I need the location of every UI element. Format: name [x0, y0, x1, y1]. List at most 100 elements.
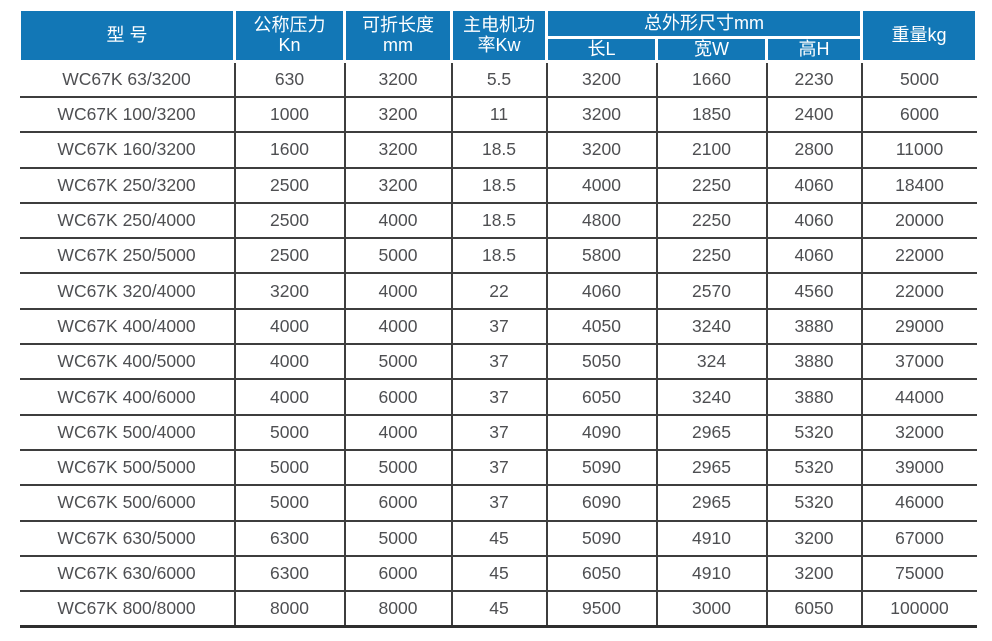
cell-dim_l: 9500: [545, 591, 658, 629]
cell-pressure_kn: 6300: [233, 520, 346, 557]
cell-model: WC67K 630/5000: [19, 520, 236, 557]
cell-length_mm: 3200: [343, 96, 453, 134]
cell-weight_kg: 39000: [860, 449, 977, 487]
cell-pressure_kn: 3200: [233, 273, 346, 310]
cell-motor_kw: 45: [450, 591, 548, 629]
cell-motor_kw: 11: [450, 96, 548, 134]
cell-dim_w: 2965: [655, 449, 768, 487]
cell-dim_h: 3880: [765, 379, 863, 416]
col-header-model: 型 号: [18, 8, 236, 63]
cell-model: WC67K 250/4000: [19, 202, 236, 240]
table-row: WC67K 630/5000 6300 5000 45 5090 4910 3200 6700…: [19, 520, 977, 557]
cell-weight_kg: 6000: [860, 96, 977, 134]
cell-length_mm: 4000: [343, 273, 453, 310]
cell-pressure_kn: 2500: [233, 167, 346, 204]
cell-motor_kw: 5.5: [450, 61, 548, 98]
cell-dim_w: 3240: [655, 379, 768, 416]
cell-length_mm: 4000: [343, 202, 453, 240]
cell-length_mm: 4000: [343, 308, 453, 346]
cell-motor_kw: 18.5: [450, 132, 548, 169]
cell-dim_l: 4000: [545, 167, 658, 204]
cell-dim_w: 3240: [655, 308, 768, 346]
cell-dim_l: 5090: [545, 449, 658, 487]
cell-dim_h: 2800: [765, 132, 863, 169]
col-header-dim-width: 宽W: [655, 36, 768, 63]
cell-dim_l: 4800: [545, 202, 658, 240]
cell-dim_l: 3200: [545, 61, 658, 98]
cell-weight_kg: 32000: [860, 414, 977, 451]
cell-motor_kw: 37: [450, 449, 548, 487]
cell-dim_w: 2965: [655, 485, 768, 522]
cell-dim_w: 4910: [655, 555, 768, 593]
cell-weight_kg: 37000: [860, 344, 977, 381]
cell-dim_w: 2100: [655, 132, 768, 169]
cell-weight_kg: 46000: [860, 485, 977, 522]
cell-dim_h: 4060: [765, 202, 863, 240]
cell-weight_kg: 22000: [860, 273, 977, 310]
cell-dim_h: 3200: [765, 520, 863, 557]
table-row: WC67K 400/4000 4000 4000 37 4050 3240 3880 2900…: [19, 308, 977, 346]
col-header-weight: 重量kg: [860, 8, 978, 63]
table-row: WC67K 63/3200 630 3200 5.5 3200 1660 2230 5000: [19, 61, 977, 98]
cell-dim_w: 2570: [655, 273, 768, 310]
cell-dim_w: 2250: [655, 167, 768, 204]
cell-model: WC67K 400/4000: [19, 308, 236, 346]
cell-model: WC67K 160/3200: [19, 132, 236, 169]
cell-pressure_kn: 8000: [233, 591, 346, 629]
table-row: WC67K 500/4000 5000 4000 37 4090 2965 5320 3200…: [19, 414, 977, 451]
col-header-motor-power: 主电机功 率Kw: [450, 8, 548, 63]
cell-weight_kg: 5000: [860, 61, 977, 98]
cell-dim_l: 3200: [545, 132, 658, 169]
cell-dim_l: 5090: [545, 520, 658, 557]
cell-length_mm: 6000: [343, 379, 453, 416]
cell-length_mm: 3200: [343, 132, 453, 169]
cell-dim_l: 4050: [545, 308, 658, 346]
cell-pressure_kn: 1600: [233, 132, 346, 169]
cell-length_mm: 4000: [343, 414, 453, 451]
cell-weight_kg: 67000: [860, 520, 977, 557]
cell-model: WC67K 800/8000: [19, 591, 236, 629]
table-row: WC67K 500/5000 5000 5000 37 5090 2965 5320 3900…: [19, 449, 977, 487]
cell-dim_l: 6050: [545, 555, 658, 593]
table-row: WC67K 630/6000 6300 6000 45 6050 4910 3200 7500…: [19, 555, 977, 593]
col-header-fold-length: 可折长度 mm: [343, 8, 453, 63]
cell-length_mm: 5000: [343, 449, 453, 487]
cell-model: WC67K 250/5000: [19, 238, 236, 275]
table-row: WC67K 250/5000 2500 5000 18.5 5800 2250 4060 22…: [19, 238, 977, 275]
spec-table-body: WC67K 63/3200 630 3200 5.5 3200 1660 2230 5000 W…: [19, 61, 977, 629]
spec-table-header: 型 号 公称压力 Kn 可折长度 mm 主电机功 率Kw 总外形尺寸mm: [18, 8, 978, 63]
cell-pressure_kn: 2500: [233, 202, 346, 240]
cell-length_mm: 3200: [343, 167, 453, 204]
cell-weight_kg: 29000: [860, 308, 977, 346]
cell-dim_h: 5320: [765, 449, 863, 487]
cell-dim_w: 1660: [655, 61, 768, 98]
cell-pressure_kn: 5000: [233, 449, 346, 487]
cell-dim_w: 1850: [655, 96, 768, 134]
table-row: WC67K 250/4000 2500 4000 18.5 4800 2250 4060 20…: [19, 202, 977, 240]
cell-length_mm: 3200: [343, 61, 453, 98]
cell-model: WC67K 100/3200: [19, 96, 236, 134]
cell-dim_w: 2965: [655, 414, 768, 451]
col-header-model-label: 型 号: [106, 25, 148, 45]
cell-motor_kw: 18.5: [450, 202, 548, 240]
cell-length_mm: 5000: [343, 238, 453, 275]
cell-weight_kg: 22000: [860, 238, 977, 275]
cell-weight_kg: 20000: [860, 202, 977, 240]
cell-dim_h: 6050: [765, 591, 863, 629]
cell-dim_w: 3000: [655, 591, 768, 629]
cell-dim_h: 2230: [765, 61, 863, 98]
cell-pressure_kn: 4000: [233, 344, 346, 381]
col-header-dimensions-group: 总外形尺寸mm: [545, 8, 863, 39]
cell-dim_l: 5800: [545, 238, 658, 275]
cell-weight_kg: 11000: [860, 132, 977, 169]
cell-dim_l: 5050: [545, 344, 658, 381]
cell-pressure_kn: 4000: [233, 308, 346, 346]
cell-motor_kw: 37: [450, 379, 548, 416]
col-header-pressure: 公称压力 Kn: [233, 8, 346, 63]
cell-dim_w: 2250: [655, 202, 768, 240]
cell-motor_kw: 37: [450, 485, 548, 522]
cell-motor_kw: 45: [450, 555, 548, 593]
cell-dim_w: 4910: [655, 520, 768, 557]
cell-pressure_kn: 5000: [233, 414, 346, 451]
col-header-dim-height: 高H: [765, 36, 863, 63]
